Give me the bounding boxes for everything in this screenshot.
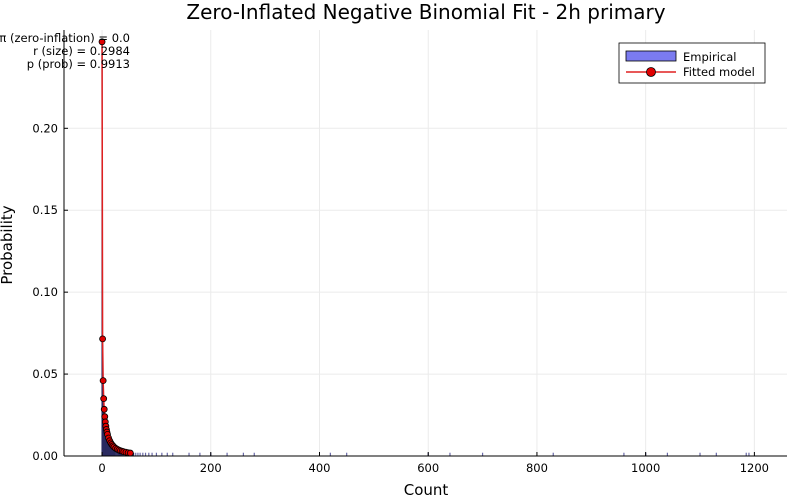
empirical-bar <box>242 452 244 456</box>
empirical-bar <box>346 452 348 456</box>
fitted-point <box>100 395 108 403</box>
empirical-bar <box>699 452 701 456</box>
fitted-point <box>99 377 107 385</box>
legend-box <box>618 42 766 84</box>
empirical-bar <box>144 452 147 456</box>
y-tick-label: 0.20 <box>32 121 58 135</box>
axes <box>63 30 787 457</box>
y-axis-label: Probability <box>0 205 16 284</box>
fit-parameters-annotation: π (zero-inflation) = 0.0r (size) = 0.298… <box>0 31 130 71</box>
y-tick-label: 0.00 <box>32 449 58 463</box>
empirical-bar <box>199 452 201 456</box>
empirical-bar <box>552 452 554 456</box>
x-axis-label: Count <box>404 481 449 499</box>
fitted-point <box>126 449 134 457</box>
legend: Empirical Fitted model <box>618 42 766 84</box>
fitted-point <box>99 335 106 343</box>
grid-lines <box>64 30 787 457</box>
empirical-bar <box>166 452 168 456</box>
y-tick-label: 0.15 <box>32 203 58 217</box>
empirical-bar <box>481 452 484 456</box>
y-tick-label: 0.10 <box>32 285 58 299</box>
legend-swatch-empirical <box>625 50 677 62</box>
empirical-bar <box>715 452 717 456</box>
x-tick-label: 800 <box>526 461 548 475</box>
empirical-bar <box>666 452 669 456</box>
empirical-bar <box>132 452 135 456</box>
x-tick-label: 200 <box>200 461 222 475</box>
empirical-bar <box>139 452 141 456</box>
empirical-bars <box>101 43 750 456</box>
empirical-bar <box>161 452 163 456</box>
y-tick-label: 0.05 <box>32 367 58 381</box>
empirical-bar <box>142 452 144 456</box>
empirical-bar <box>253 452 255 456</box>
fit-parameter-line: r (size) = 0.2984 <box>33 44 130 58</box>
fitted-point <box>100 405 108 413</box>
x-tick-label: 400 <box>309 461 331 475</box>
legend-label-fitted: Fitted model <box>683 65 755 79</box>
empirical-bar <box>137 452 139 456</box>
x-tick-label: 600 <box>417 461 439 475</box>
empirical-bar <box>135 452 137 456</box>
x-tick-label: 0 <box>98 461 105 475</box>
empirical-bar <box>623 452 625 456</box>
legend-label-empirical: Empirical <box>683 50 736 64</box>
fit-parameter-line: p (prob) = 0.9913 <box>27 57 130 71</box>
empirical-bar <box>449 452 451 456</box>
empirical-bar <box>329 452 331 456</box>
legend-swatch-fitted-marker <box>646 67 656 77</box>
empirical-bar <box>226 452 228 456</box>
empirical-bar <box>151 452 153 456</box>
empirical-bar <box>748 452 750 456</box>
empirical-bar <box>172 452 174 456</box>
fitted-curve <box>101 41 131 454</box>
empirical-bar <box>155 452 158 456</box>
x-tick-label: 1000 <box>631 461 660 475</box>
fitted-point <box>98 38 106 46</box>
tick-labels: 0 200 400 600 800 1000 1200 0.00 0.05 0.10 0.15 0.2… <box>32 121 769 475</box>
empirical-bar <box>188 452 190 456</box>
empirical-bar <box>745 452 747 456</box>
fitted-model-line <box>98 38 134 457</box>
chart-title: Zero-Inflated Negative Binomial Fit - 2h… <box>186 0 665 24</box>
x-tick-label: 1200 <box>740 461 769 475</box>
empirical-bar <box>148 452 150 456</box>
fit-parameter-line: π (zero-inflation) = 0.0 <box>0 31 130 45</box>
